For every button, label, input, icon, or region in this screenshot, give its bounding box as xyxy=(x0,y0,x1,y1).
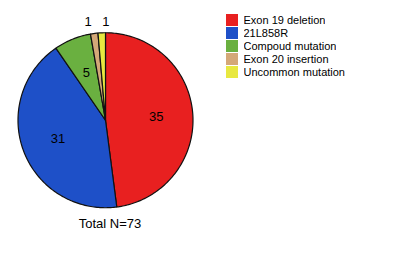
html-text:Uncommon mutation: Uncommon mutation xyxy=(243,66,345,78)
svg-text:1: 1 xyxy=(85,14,92,29)
svg-text:31: 31 xyxy=(51,131,65,146)
html-text:Exon 20 insertion: Exon 20 insertion xyxy=(243,53,329,65)
html-text:Exon 19 deletion: Exon 19 deletion xyxy=(243,14,326,26)
svg-text:5: 5 xyxy=(83,65,90,80)
html-text:Compoud mutation: Compoud mutation xyxy=(243,40,337,52)
html-text:21L858R: 21L858R xyxy=(243,27,289,39)
svg-text:35: 35 xyxy=(149,109,163,124)
html-text:Total N=73: Total N=73 xyxy=(78,216,142,231)
svg-text:1: 1 xyxy=(102,14,109,29)
